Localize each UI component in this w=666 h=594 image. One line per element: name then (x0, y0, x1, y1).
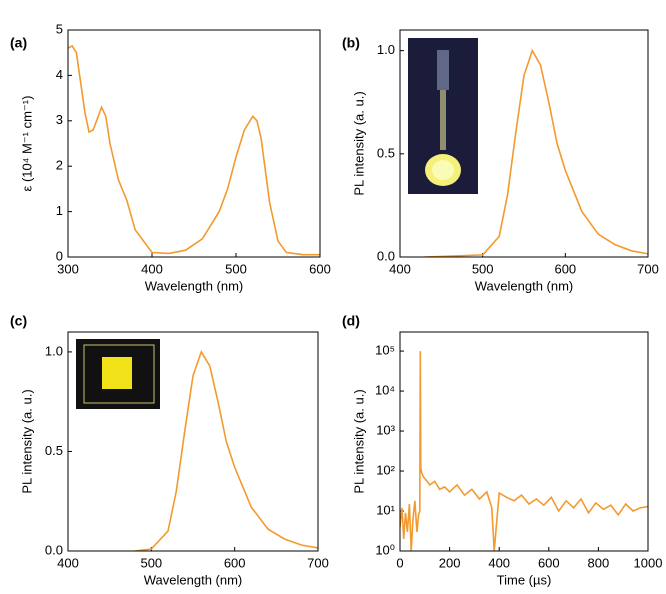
x-tick-label: 200 (439, 555, 461, 570)
x-tick-label: 700 (637, 261, 659, 276)
y-tick-label: 10⁰ (375, 542, 395, 557)
x-axis-label: Wavelength (nm) (475, 278, 574, 293)
panel-label: (a) (10, 35, 27, 51)
plot-frame (67, 29, 321, 258)
panel: (d) 0 200 400 600 800 1000 10⁰ 10¹ 10² 10³ 10⁴ 10⁵ Ti… (342, 313, 662, 588)
y-tick-label: 0.5 (45, 443, 63, 458)
panel-label: (b) (342, 35, 360, 51)
x-tick-label: 400 (488, 555, 510, 570)
x-tick-label: 500 (472, 261, 494, 276)
x-tick-label: 1000 (634, 555, 663, 570)
y-tick-label: 0.0 (377, 248, 395, 263)
data-line (424, 48, 648, 257)
y-tick-label: 10⁴ (375, 382, 395, 397)
y-axis-label: PL intensity (a. u.) (351, 91, 366, 195)
x-tick-label: 0 (396, 555, 403, 570)
y-axis-label: ε (10⁴ M⁻¹ cm⁻¹) (19, 96, 34, 192)
y-tick-label: 1.0 (377, 42, 395, 57)
panel: (b) 400 500 600 700 0.0 0.5 1.0 Wavelength (nm) P… (342, 29, 659, 293)
inset-photo-film (76, 339, 160, 409)
x-tick-label: 600 (224, 555, 246, 570)
x-axis-label: Wavelength (nm) (145, 278, 244, 293)
y-tick-label: 4 (56, 67, 63, 82)
y-axis-label: PL intensity (a. u.) (19, 389, 34, 493)
panel-label: (d) (342, 313, 360, 329)
y-axis-label: PL intensity (a. u.) (351, 389, 366, 493)
x-tick-label: 600 (554, 261, 576, 276)
x-tick-label: 400 (141, 261, 163, 276)
x-tick-label: 500 (225, 261, 247, 276)
y-tick-label: 2 (56, 158, 63, 173)
x-axis-label: Time (µs) (497, 572, 552, 587)
x-tick-label: 600 (309, 261, 331, 276)
y-tick-label: 1.0 (45, 343, 63, 358)
y-tick-label: 10¹ (376, 502, 395, 517)
x-tick-label: 600 (538, 555, 560, 570)
y-tick-label: 0.0 (45, 542, 63, 557)
x-tick-label: 700 (307, 555, 329, 570)
x-axis-label: Wavelength (nm) (144, 572, 243, 587)
y-tick-label: 10³ (376, 422, 395, 437)
plot-frame (399, 331, 649, 552)
x-tick-label: 400 (389, 261, 411, 276)
data-line (400, 351, 648, 551)
plot-frame (67, 331, 319, 552)
y-tick-label: 10⁵ (375, 343, 395, 358)
data-line (68, 44, 320, 256)
x-tick-label: 500 (140, 555, 162, 570)
x-tick-label: 400 (57, 555, 79, 570)
y-tick-label: 0.5 (377, 145, 395, 160)
inset-photo-flask (408, 38, 478, 194)
panel: (c) 400 500 600 700 0.0 0.5 1.0 Wavelength (nm) P… (10, 313, 329, 588)
x-tick-label: 300 (57, 261, 79, 276)
y-tick-label: 0 (56, 248, 63, 263)
y-tick-label: 3 (56, 112, 63, 127)
plot-frame (399, 29, 649, 258)
panel-label: (c) (10, 313, 27, 329)
y-tick-label: 10² (376, 462, 395, 477)
panel: (a) 300 400 500 600 0 1 2 3 4 5 Wavelength (nm) ε (1… (10, 21, 331, 293)
y-tick-label: 5 (56, 21, 63, 36)
x-tick-label: 800 (588, 555, 610, 570)
y-tick-label: 1 (56, 203, 63, 218)
data-line (134, 350, 318, 551)
